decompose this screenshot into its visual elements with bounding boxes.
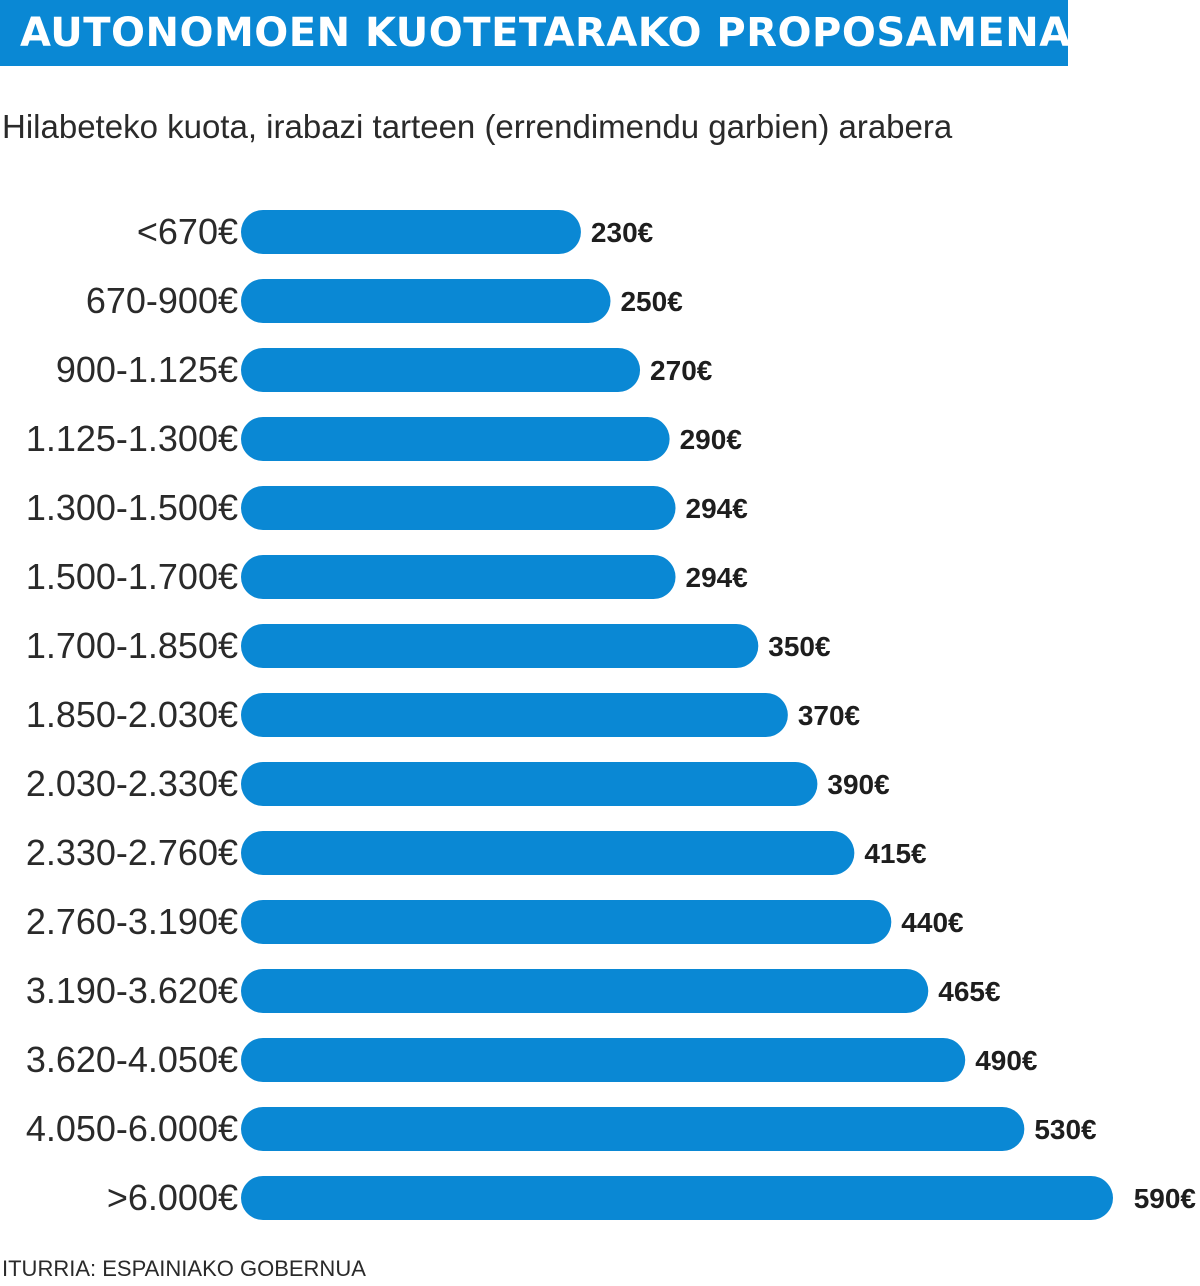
bar — [241, 624, 759, 668]
bar — [241, 900, 892, 944]
value-label: 370€ — [798, 700, 861, 731]
bar-group: 3.620-4.050€ 490€ — [26, 1038, 1038, 1082]
value-label: 250€ — [620, 286, 683, 317]
category-label: 4.050-6.000€ — [26, 1108, 238, 1149]
title-bar: AUTONOMOEN KUOTETARAKO PROPOSAMENA — [0, 0, 1071, 66]
category-label: 1.300-1.500€ — [26, 487, 238, 528]
category-label: 3.190-3.620€ — [26, 970, 238, 1011]
bar-group: <670€ 230€ — [137, 210, 654, 254]
bar-group: 1.850-2.030€ 370€ — [26, 693, 861, 737]
bar — [241, 762, 818, 806]
bar — [241, 210, 581, 254]
bar-group: 1.700-1.850€ 350€ — [26, 624, 831, 668]
bar-group: >6.000€ 590€ — [107, 1176, 1197, 1220]
bar-group: 3.190-3.620€ 465€ — [26, 969, 1001, 1013]
source-note: ITURRIA: ESPAINIAKO GOBERNUA — [2, 1256, 366, 1281]
bar — [241, 417, 670, 461]
value-label: 270€ — [650, 355, 713, 386]
bar-chart: <670€ 230€ 670-900€ 250€ 900-1.125€ 270€ 1.125… — [26, 210, 1197, 1220]
category-label: 2.760-3.190€ — [26, 901, 238, 942]
bar — [241, 831, 855, 875]
value-label: 440€ — [901, 907, 964, 938]
value-label: 390€ — [827, 769, 890, 800]
chart-title: AUTONOMOEN KUOTETARAKO PROPOSAMENA — [20, 10, 1071, 56]
bar-group: 1.500-1.700€ 294€ — [26, 555, 748, 599]
value-label: 490€ — [975, 1045, 1038, 1076]
bar-group: 2.760-3.190€ 440€ — [26, 900, 964, 944]
value-label: 290€ — [680, 424, 743, 455]
category-label: 1.700-1.850€ — [26, 625, 238, 666]
category-label: 1.850-2.030€ — [26, 694, 238, 735]
bar-group: 4.050-6.000€ 530€ — [26, 1107, 1097, 1151]
bar — [241, 1107, 1025, 1151]
value-label: 294€ — [686, 562, 749, 593]
bar-group: 2.330-2.760€ 415€ — [26, 831, 927, 875]
category-label: 3.620-4.050€ — [26, 1039, 238, 1080]
chart-subtitle: Hilabeteko kuota, irabazi tarteen (erren… — [2, 108, 953, 145]
bar-group: 670-900€ 250€ — [86, 279, 683, 323]
bar — [241, 555, 676, 599]
bar — [241, 1176, 1113, 1220]
bar — [241, 348, 641, 392]
bar — [241, 693, 788, 737]
bar — [241, 486, 676, 530]
bar — [241, 279, 611, 323]
value-label: 350€ — [768, 631, 831, 662]
value-label: 590€ — [1134, 1183, 1197, 1214]
category-label: >6.000€ — [107, 1177, 238, 1218]
bar — [241, 1038, 966, 1082]
value-label: 415€ — [864, 838, 927, 869]
bar-group: 900-1.125€ 270€ — [56, 348, 713, 392]
category-label: 2.330-2.760€ — [26, 832, 238, 873]
value-label: 294€ — [686, 493, 749, 524]
bar — [241, 969, 929, 1013]
category-label: 2.030-2.330€ — [26, 763, 238, 804]
value-label: 465€ — [938, 976, 1001, 1007]
bar-group: 1.125-1.300€ 290€ — [26, 417, 743, 461]
bar-group: 2.030-2.330€ 390€ — [26, 762, 890, 806]
value-label: 530€ — [1034, 1114, 1097, 1145]
bar-group: 1.300-1.500€ 294€ — [26, 486, 748, 530]
category-label: 1.500-1.700€ — [26, 556, 238, 597]
category-label: <670€ — [137, 211, 238, 252]
category-label: 670-900€ — [86, 280, 238, 321]
category-label: 900-1.125€ — [56, 349, 238, 390]
value-label: 230€ — [591, 217, 654, 248]
category-label: 1.125-1.300€ — [26, 418, 238, 459]
